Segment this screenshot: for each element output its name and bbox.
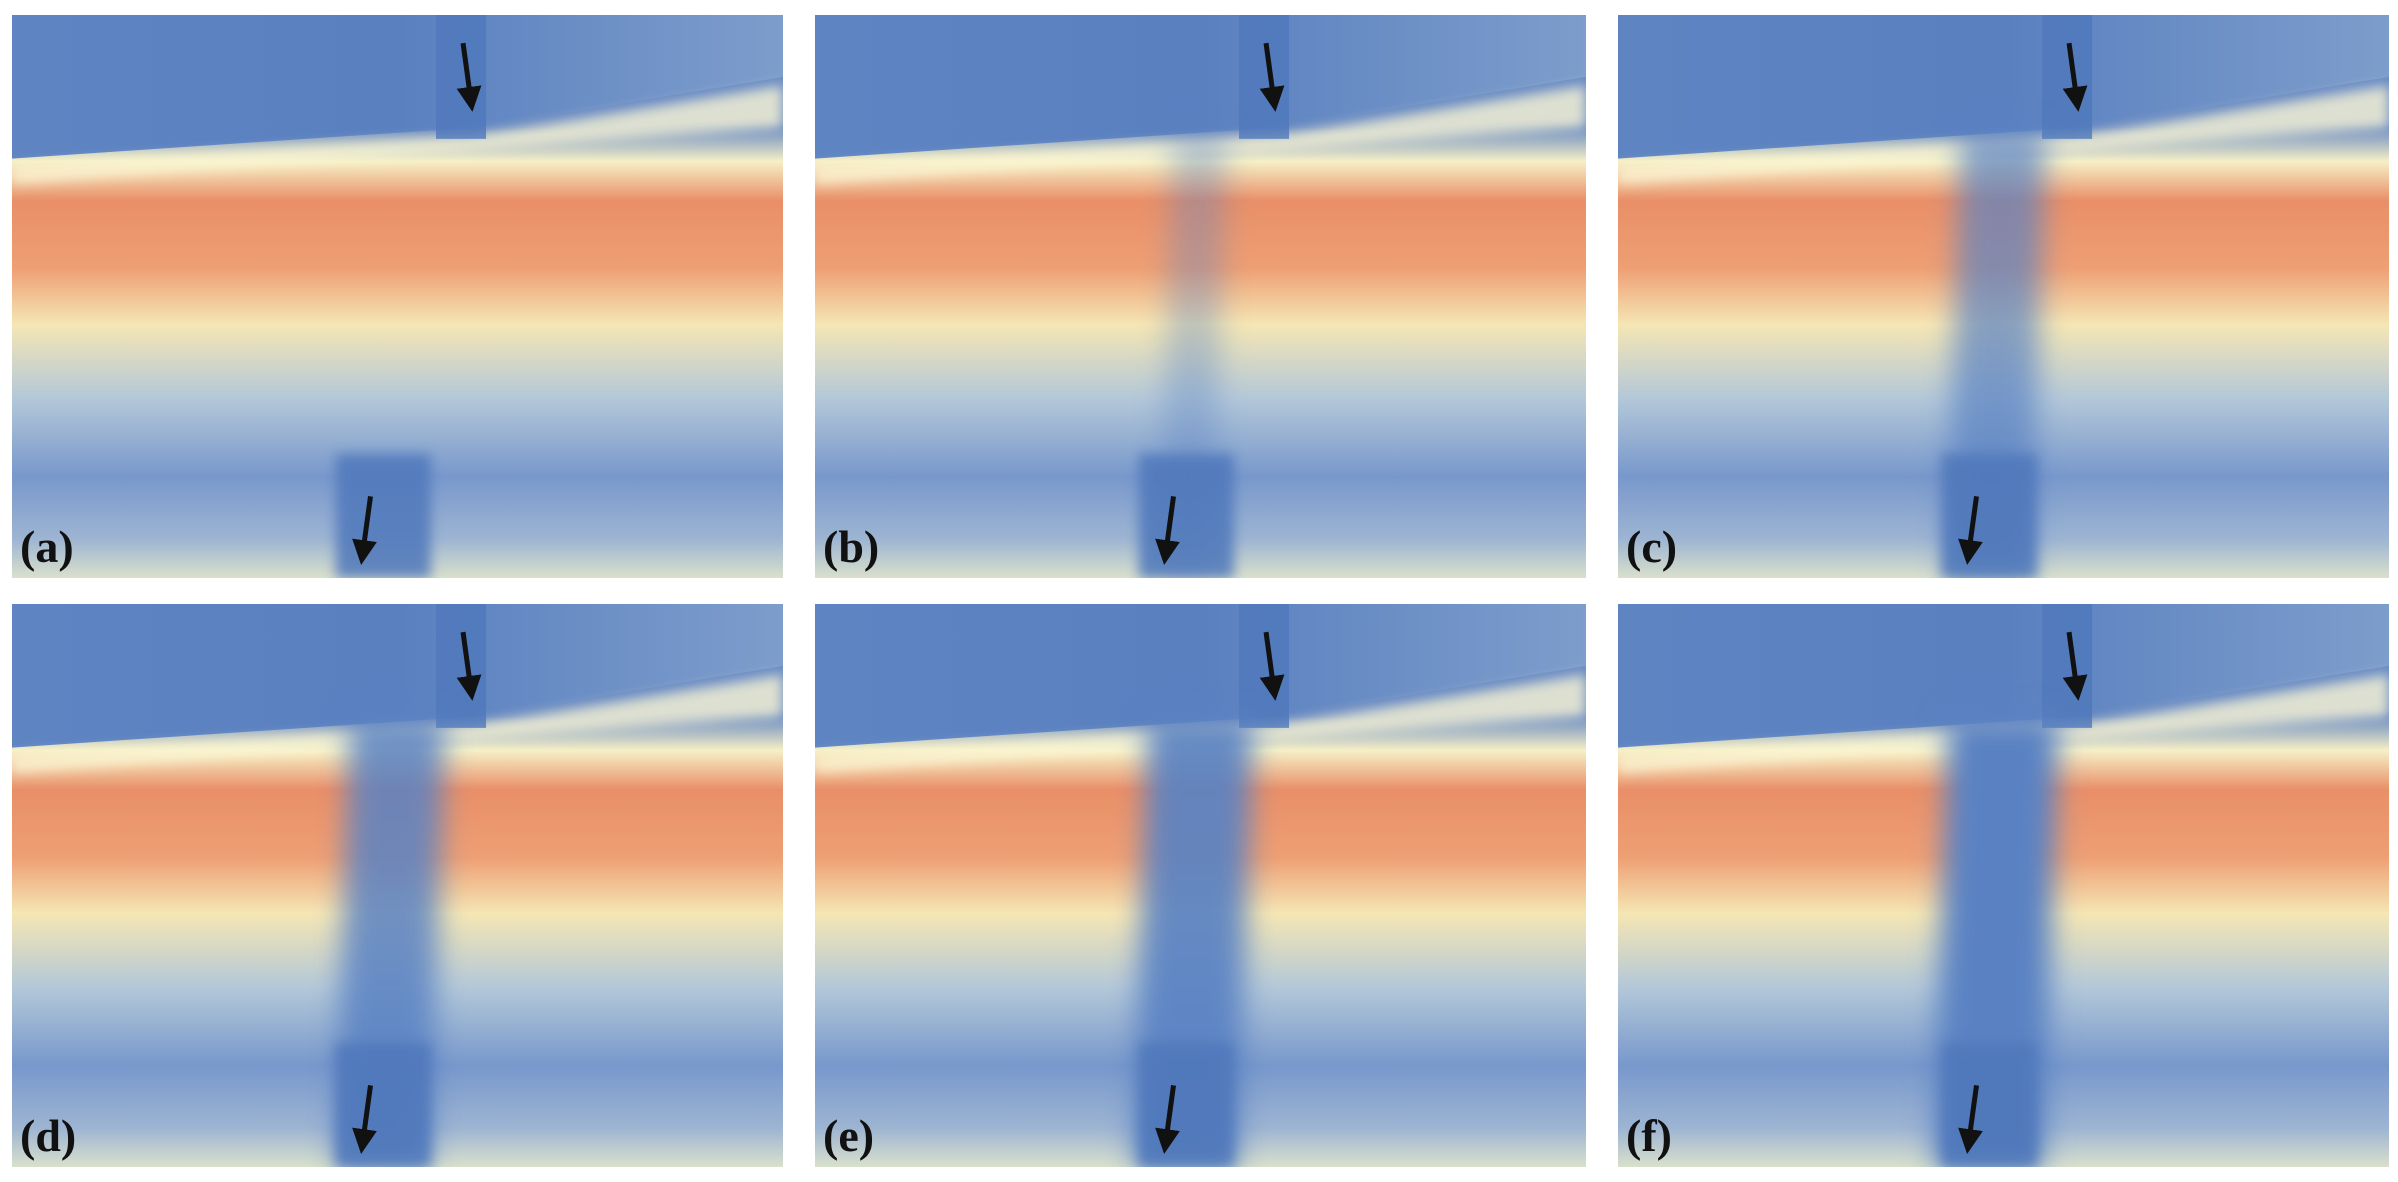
arrow (1958, 1085, 1983, 1155)
arrow (1155, 496, 1180, 566)
ridge (1618, 85, 2389, 184)
notch (335, 454, 431, 578)
river-top (1239, 15, 1290, 139)
arrow (1259, 631, 1285, 701)
notch (335, 1043, 431, 1167)
notch (1941, 454, 2037, 578)
notch (1941, 1043, 2037, 1167)
panel: (f) (1618, 604, 2389, 1167)
plain (1618, 15, 2389, 159)
arrow (456, 42, 482, 112)
ridge (12, 674, 783, 773)
plain (12, 604, 783, 748)
arrow (352, 1085, 377, 1155)
plain (12, 15, 783, 159)
panel: (d) (12, 604, 783, 1167)
arrow (1259, 42, 1285, 112)
panel-label: (c) (1626, 521, 1677, 572)
ridge (1618, 674, 2389, 773)
panel-label: (a) (20, 521, 74, 572)
panel: (e) (815, 604, 1586, 1167)
arrow (1155, 1085, 1180, 1155)
arrow (2062, 631, 2088, 701)
river-top (2042, 15, 2093, 139)
river-top (436, 15, 487, 139)
panel-label: (e) (823, 1110, 874, 1161)
notch (1138, 454, 1234, 578)
panel: (a) (12, 15, 783, 578)
plain (815, 15, 1586, 159)
plain (1618, 604, 2389, 748)
arrow (1958, 496, 1983, 566)
ridge (815, 674, 1586, 773)
arrow (2062, 42, 2088, 112)
arrow (352, 496, 377, 566)
river-top (2042, 604, 2093, 728)
panel-label: (d) (20, 1110, 76, 1161)
panel: (c) (1618, 15, 2389, 578)
river-top (1239, 604, 1290, 728)
panel-label: (b) (823, 521, 879, 572)
panel-label: (f) (1626, 1110, 1672, 1161)
ridge (12, 85, 783, 184)
notch (1138, 1043, 1234, 1167)
river-top (436, 604, 487, 728)
panel: (b) (815, 15, 1586, 578)
arrow (456, 631, 482, 701)
ridge (815, 85, 1586, 184)
plain (815, 604, 1586, 748)
